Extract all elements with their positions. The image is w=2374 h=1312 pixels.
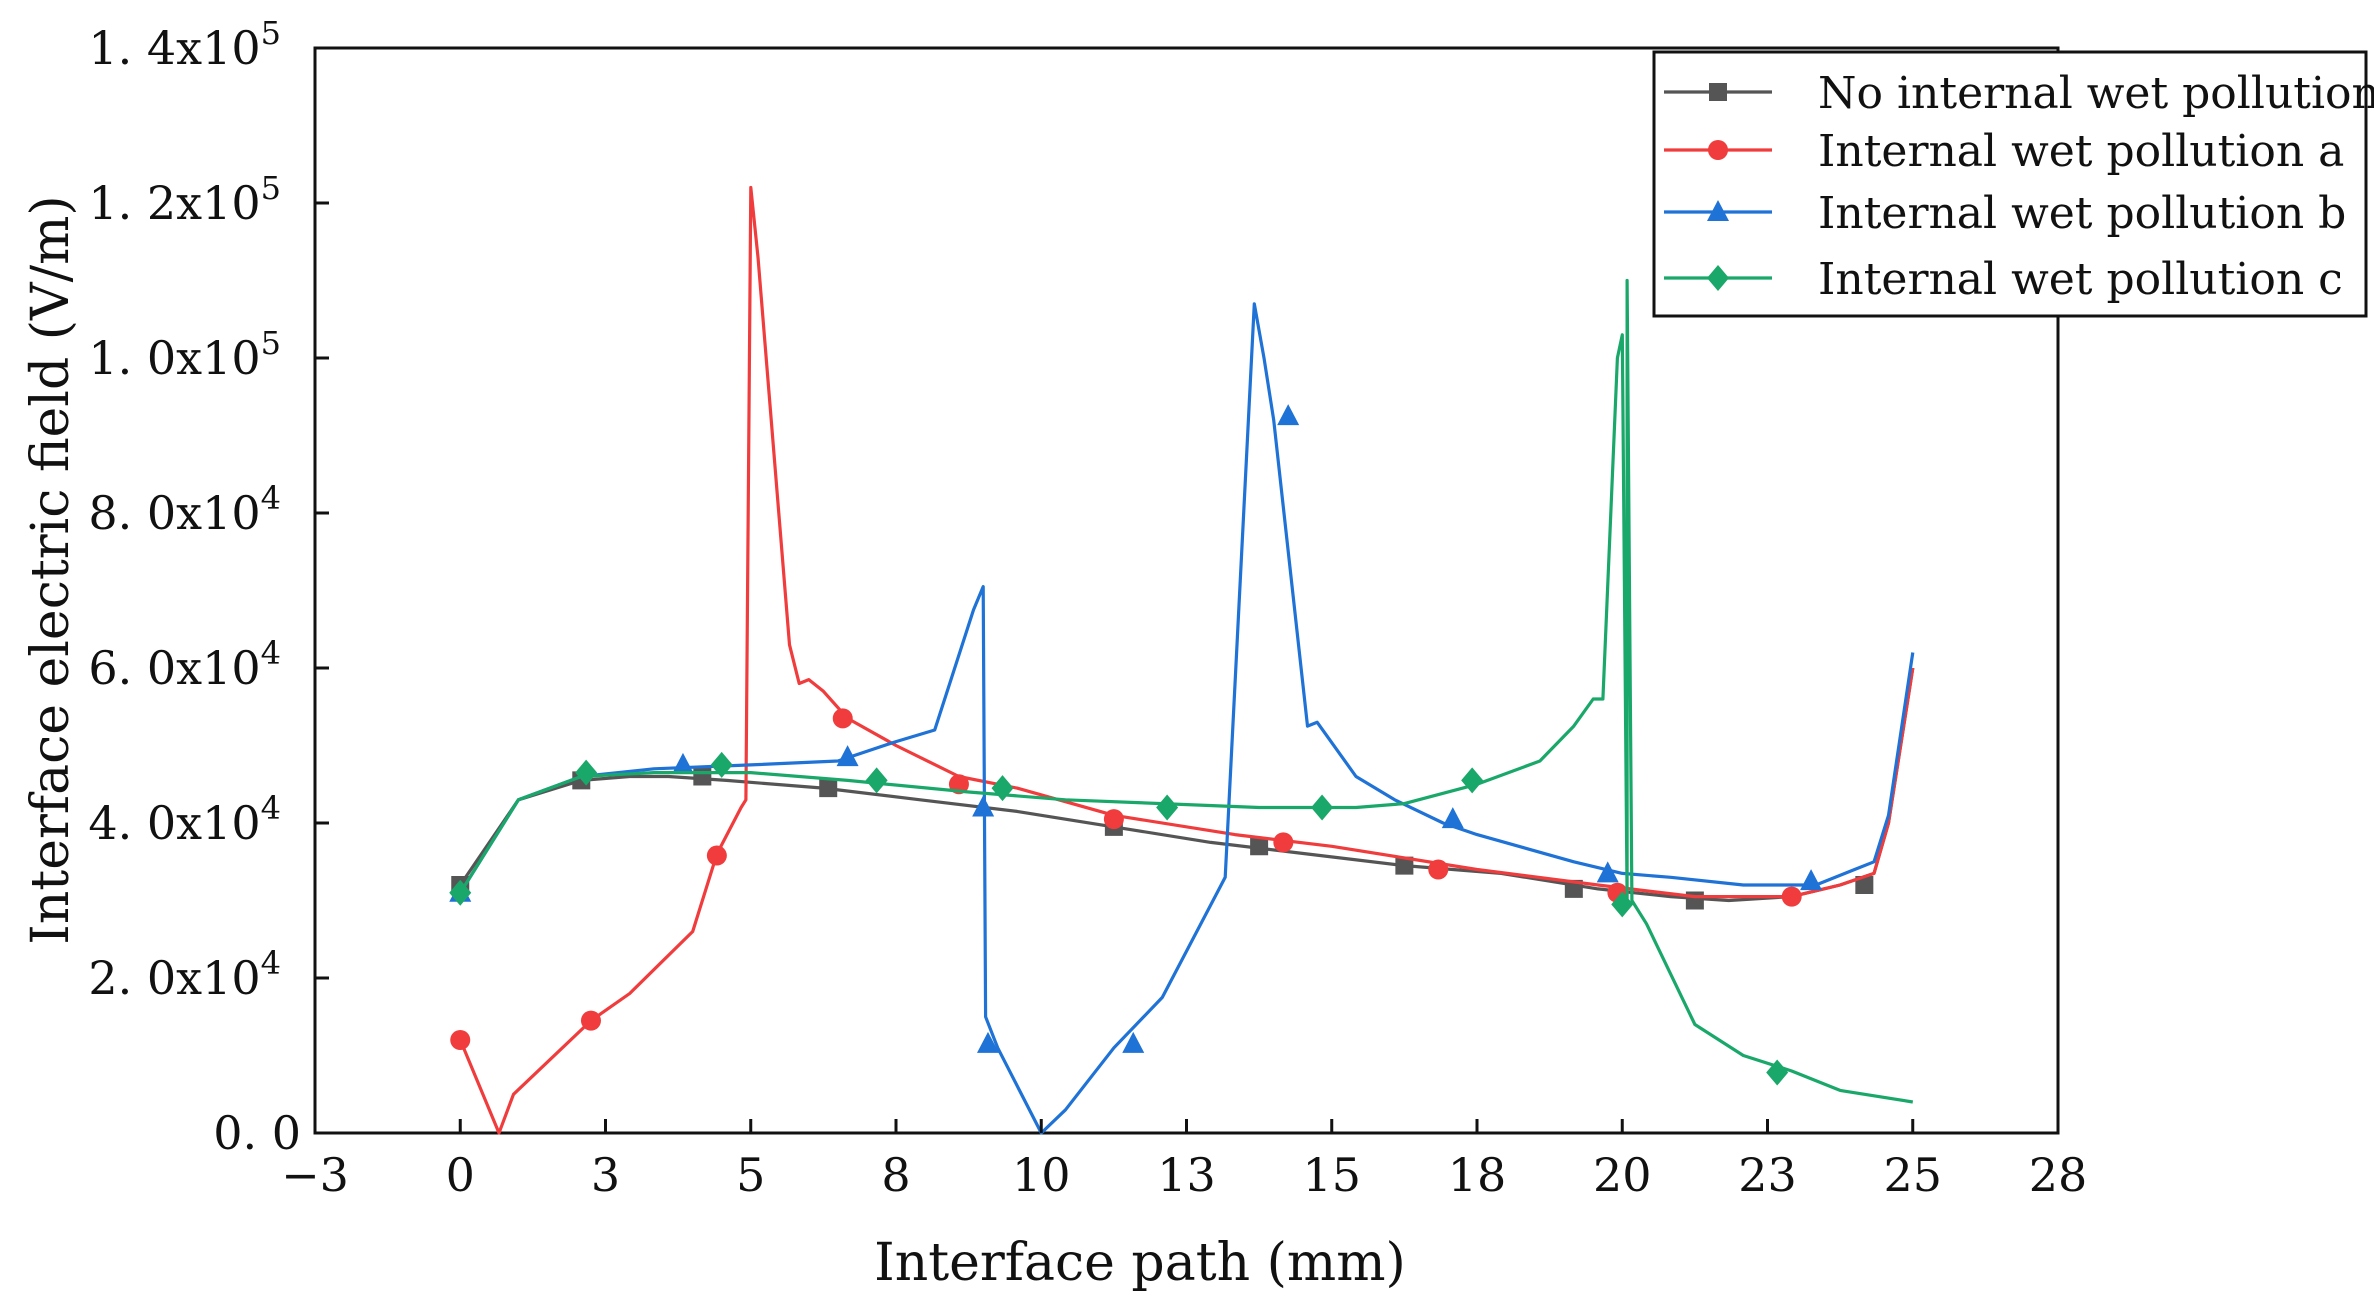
data-point <box>671 752 694 774</box>
legend-marker <box>1707 265 1729 291</box>
legend-label: Internal wet pollution c <box>1818 254 2343 305</box>
x-tick-label: 10 <box>1012 1148 1071 1202</box>
series-line <box>458 185 1915 1135</box>
data-point <box>1156 794 1179 821</box>
data-point <box>1122 1031 1145 1053</box>
data-point <box>1685 891 1704 910</box>
legend-item: No internal wet pollution <box>1664 68 2374 119</box>
data-point <box>1273 832 1294 853</box>
series-3 <box>449 302 1915 1135</box>
y-tick-label: 1. 2x105 <box>88 169 281 230</box>
data-point <box>836 745 859 767</box>
y-tick-label: 6. 0x104 <box>88 634 281 695</box>
data-point <box>1855 876 1874 894</box>
legend: No internal wet pollution Internal wet po… <box>1652 50 2374 318</box>
x-tick-label: 0 <box>446 1148 475 1202</box>
data-point <box>1250 837 1269 856</box>
x-tick-label: −3 <box>281 1148 349 1202</box>
x-tick-label: 20 <box>1593 1148 1652 1202</box>
data-point <box>1277 404 1300 426</box>
y-axis-title: Interface electric field (V/m) <box>21 195 81 944</box>
data-point <box>1103 809 1124 830</box>
y-tick-label: 1. 4x105 <box>88 14 281 75</box>
legend-marker <box>1709 83 1727 101</box>
legend-label: Internal wet pollution b <box>1818 188 2346 239</box>
x-tick-label: 23 <box>1738 1148 1797 1202</box>
y-tick-label: 2. 0x104 <box>88 944 281 1005</box>
data-point <box>450 1030 471 1050</box>
data-point <box>819 779 838 798</box>
legend-item: Internal wet pollution b <box>1664 188 2346 239</box>
data-point <box>1596 861 1619 883</box>
data-point <box>1395 856 1414 875</box>
y-tick-label: 4. 0x104 <box>88 789 281 850</box>
legend-label: No internal wet pollution <box>1818 68 2374 119</box>
x-tick-label: 25 <box>1883 1148 1942 1202</box>
data-point <box>449 879 472 906</box>
legend-item: Internal wet pollution a <box>1664 126 2344 177</box>
x-tick-label: 5 <box>736 1148 765 1202</box>
data-point <box>976 1031 999 1053</box>
legend-item: Internal wet pollution c <box>1664 254 2343 305</box>
x-tick-label: 15 <box>1302 1148 1361 1202</box>
data-point <box>1781 886 1802 907</box>
series-line <box>458 278 1914 1104</box>
data-point <box>693 767 712 786</box>
data-point <box>1766 1059 1789 1086</box>
data-point <box>580 1010 601 1031</box>
x-tick-label: 3 <box>591 1148 620 1202</box>
data-point <box>832 708 853 729</box>
data-point <box>1441 807 1464 829</box>
x-tick-label: 28 <box>2029 1148 2088 1202</box>
series-line <box>458 302 1915 1135</box>
y-tick-label: 8. 0x104 <box>88 479 281 540</box>
series-4 <box>449 278 1914 1104</box>
series-1 <box>451 667 1915 910</box>
x-axis-title: Interface path (mm) <box>874 1233 1406 1293</box>
data-point <box>972 795 995 817</box>
data-point <box>575 759 598 786</box>
x-tick-label: 18 <box>1448 1148 1507 1202</box>
data-point <box>1461 767 1484 794</box>
series-line <box>458 667 1915 903</box>
legend-marker <box>1708 140 1728 160</box>
data-point <box>1428 859 1449 880</box>
data-point <box>865 767 888 794</box>
data-point <box>1800 869 1823 891</box>
legend-label: Internal wet pollution a <box>1818 126 2344 177</box>
y-tick-label: 0. 0 <box>213 1106 301 1160</box>
data-point <box>706 845 727 866</box>
data-point <box>710 751 733 778</box>
x-tick-label: 13 <box>1157 1148 1216 1202</box>
data-point <box>1611 891 1634 918</box>
series-2 <box>450 185 1915 1135</box>
y-tick-label: 1. 0x105 <box>88 324 281 385</box>
data-point <box>1311 794 1334 821</box>
data-point <box>991 775 1014 802</box>
legend-box <box>1652 50 2368 318</box>
x-tick-label: 8 <box>881 1148 910 1202</box>
data-point <box>1564 879 1583 898</box>
legend-marker <box>1707 200 1729 221</box>
